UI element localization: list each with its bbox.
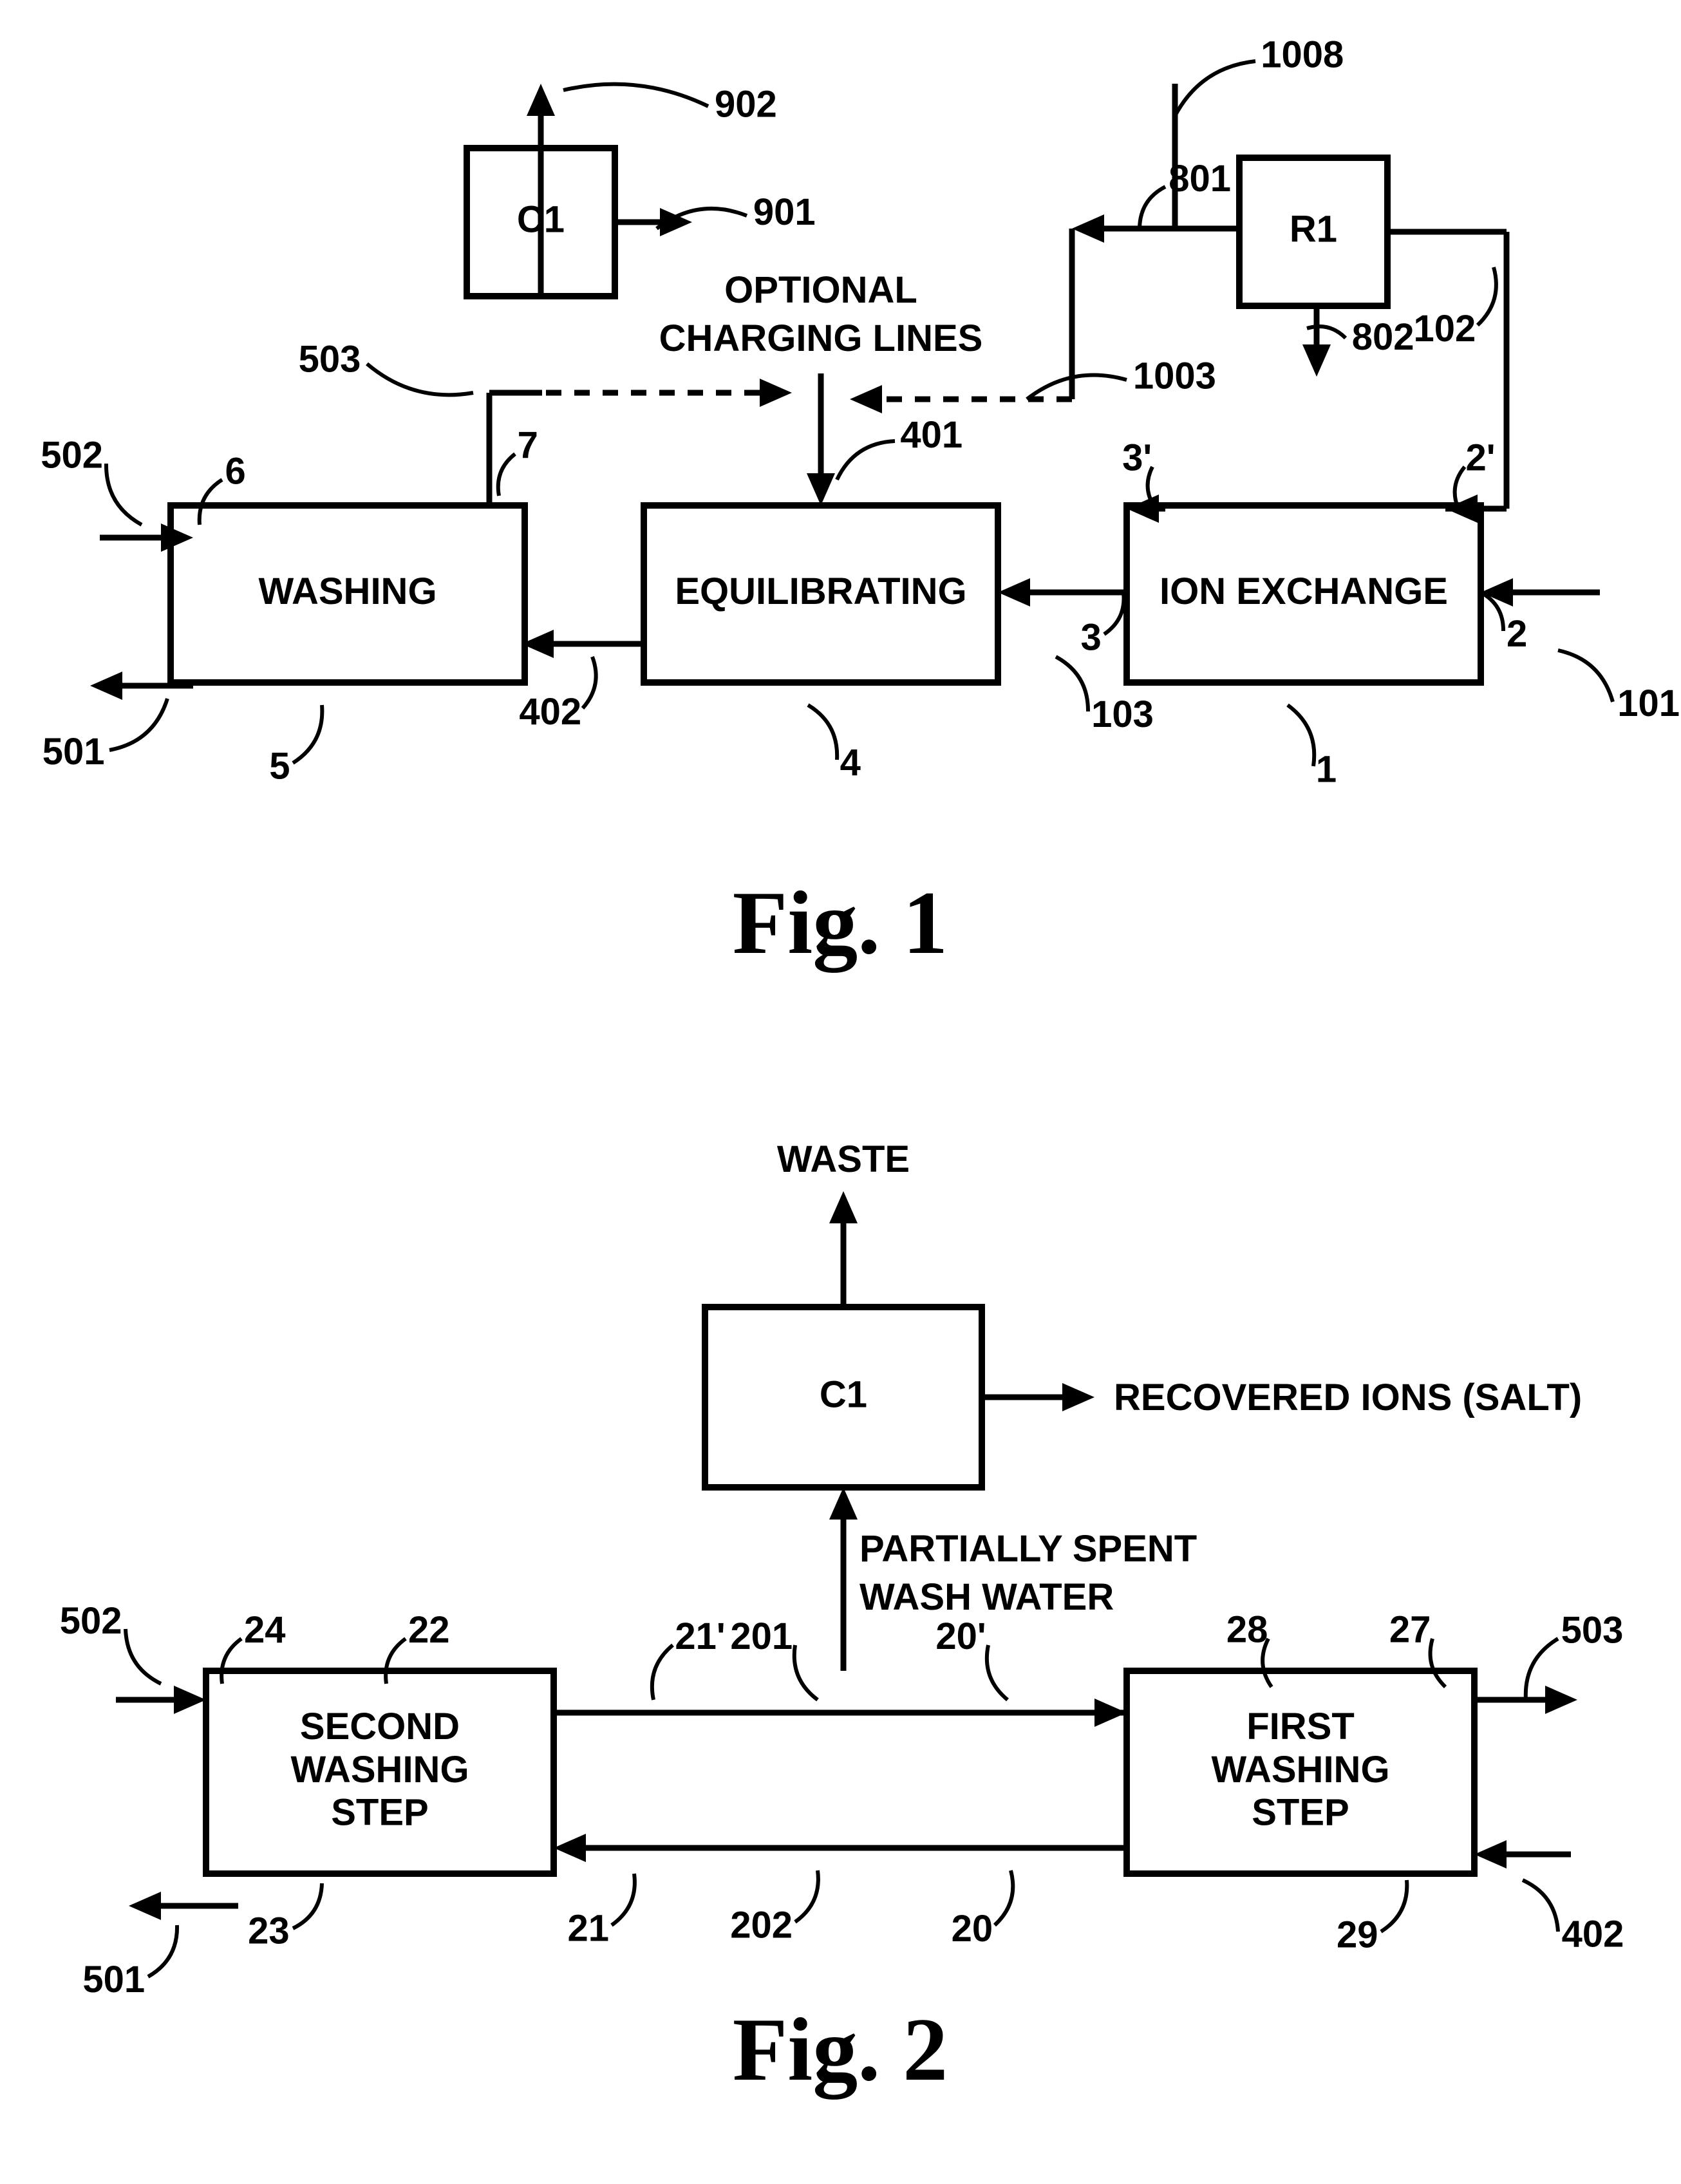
arrowhead — [760, 379, 792, 407]
fig1-r1-label: R1 — [1290, 208, 1337, 250]
ref-leader — [148, 1925, 177, 1977]
ref-number: 502 — [41, 435, 103, 476]
ref-leader — [293, 1883, 322, 1928]
ref-leader — [106, 464, 142, 525]
ref-number: 902 — [715, 83, 777, 125]
fig1-ion_exchange-label: ION EXCHANGE — [1160, 570, 1448, 612]
ref-leader — [1140, 187, 1165, 229]
ref-leader — [386, 1639, 406, 1684]
ref-number: 801 — [1169, 158, 1231, 200]
ref-leader — [1381, 1880, 1407, 1932]
free-label: PARTIALLY SPENT — [859, 1528, 1197, 1570]
ref-leader — [837, 441, 895, 480]
ref-leader — [995, 1870, 1013, 1925]
ref-leader — [1027, 375, 1127, 399]
ref-number: 502 — [60, 1600, 122, 1642]
fig2-first_wash-label-line: FIRST — [1246, 1706, 1355, 1747]
ref-number: 27 — [1389, 1609, 1431, 1651]
ref-leader — [1558, 650, 1613, 702]
ref-number: 501 — [82, 1959, 145, 2000]
fig2-second_wash-label-line: WASHING — [290, 1749, 469, 1791]
ref-leader — [1104, 592, 1124, 634]
ref-number: 7 — [518, 424, 538, 466]
figure-caption: Fig. 2 — [733, 2000, 948, 2100]
fig2-second_wash-label-line: SECOND — [300, 1706, 460, 1747]
ref-leader — [794, 1645, 818, 1700]
ref-number: 4 — [840, 742, 861, 784]
ref-number: 1008 — [1261, 34, 1344, 76]
ref-leader — [563, 84, 708, 106]
ref-leader — [1175, 61, 1255, 116]
fig1-washing-label: WASHING — [258, 570, 437, 612]
ref-leader — [652, 1645, 673, 1700]
ref-leader — [367, 364, 473, 395]
free-label: WASTE — [777, 1138, 910, 1180]
arrowhead — [850, 385, 882, 413]
ref-number: 802 — [1352, 316, 1414, 358]
ref-number: 402 — [1562, 1914, 1624, 1955]
ref-leader — [1523, 1880, 1558, 1932]
ref-leader — [1307, 326, 1346, 338]
ref-number: 29 — [1337, 1914, 1378, 1955]
fig1-c1-label: C1 — [517, 198, 565, 240]
ref-number: 22 — [408, 1609, 450, 1651]
ref-number: 20' — [935, 1615, 986, 1657]
ref-leader — [1431, 1639, 1445, 1687]
free-label: RECOVERED IONS (SALT) — [1114, 1377, 1582, 1418]
ref-number: 901 — [753, 191, 816, 233]
ref-number: 20 — [952, 1908, 993, 1950]
ref-number: 103 — [1091, 693, 1154, 735]
fig2-first_wash-label-line: WASHING — [1211, 1749, 1389, 1791]
ref-number: 28 — [1226, 1608, 1268, 1650]
ref-leader — [126, 1629, 161, 1684]
free-label: WASH WATER — [859, 1576, 1114, 1618]
ref-number: 401 — [900, 414, 963, 456]
ref-number: 503 — [299, 339, 361, 381]
ref-number: 24 — [244, 1609, 286, 1651]
ref-leader — [612, 1874, 635, 1925]
ref-number: 202 — [730, 1904, 793, 1946]
fig2-first_wash-label-line: STEP — [1252, 1792, 1349, 1834]
free-label: OPTIONAL — [724, 269, 917, 311]
ref-number: 21' — [675, 1615, 725, 1657]
ref-leader — [583, 657, 596, 708]
ref-leader — [987, 1645, 1008, 1700]
ref-number: 1003 — [1133, 355, 1216, 397]
ref-number: 402 — [519, 691, 581, 733]
fig1-equilibrating-label: EQUILIBRATING — [675, 570, 966, 612]
ref-leader — [293, 705, 322, 763]
figure-caption: Fig. 1 — [733, 873, 948, 973]
ref-number: 23 — [248, 1910, 290, 1952]
ref-number: 6 — [225, 450, 245, 492]
ref-leader — [109, 699, 167, 750]
ref-leader — [1478, 267, 1496, 325]
ref-number: 1 — [1316, 749, 1337, 791]
ref-number: 101 — [1617, 682, 1680, 724]
ref-leader — [498, 454, 515, 496]
ref-number: 201 — [730, 1615, 793, 1657]
fig2-second_wash-label-line: STEP — [331, 1792, 429, 1834]
fig2-c1-label: C1 — [820, 1373, 867, 1415]
ref-number: 3' — [1122, 437, 1152, 478]
ref-number: 501 — [42, 731, 105, 773]
ref-number: 3 — [1081, 616, 1102, 658]
free-label: CHARGING LINES — [659, 317, 983, 359]
ref-number: 102 — [1414, 308, 1476, 350]
ref-number: 21 — [567, 1907, 609, 1949]
ref-number: 2' — [1466, 437, 1496, 478]
ref-leader — [221, 1639, 241, 1684]
ref-leader — [808, 705, 837, 760]
ref-leader — [1288, 705, 1314, 766]
ref-number: 503 — [1561, 1609, 1624, 1651]
ref-leader — [1056, 657, 1088, 711]
ref-leader — [795, 1870, 818, 1922]
ref-number: 2 — [1507, 613, 1527, 655]
ref-number: 5 — [269, 745, 290, 787]
